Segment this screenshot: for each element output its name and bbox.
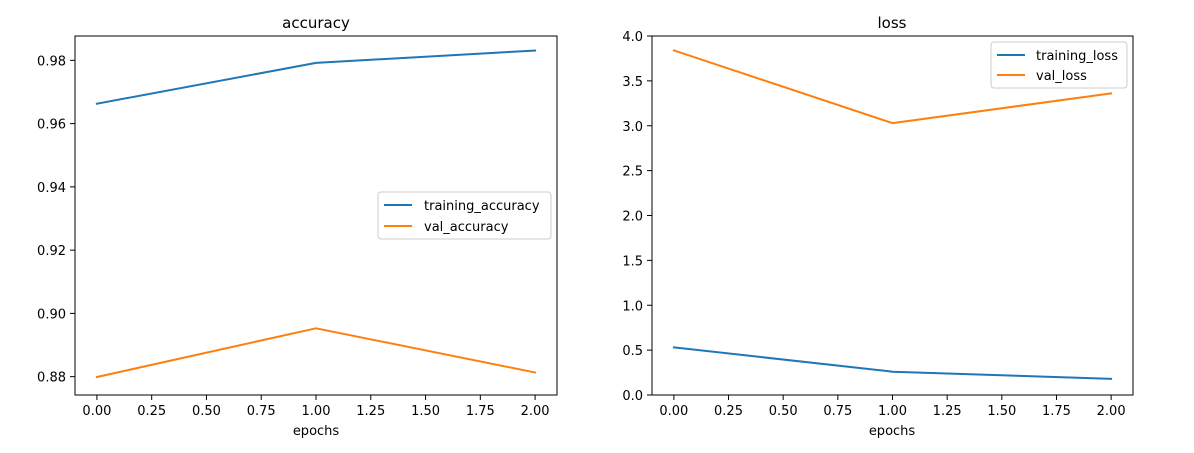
loss-legend-box [990,41,1128,89]
accuracy-y-tick-label: 0.98 [37,54,66,69]
loss-y-tick-label: 0.0 [622,389,643,404]
loss-x-tick-label: 0.25 [714,404,743,419]
accuracy-x-axis-label: epochs [293,424,340,439]
accuracy-chart-title: accuracy [282,14,350,32]
loss-x-tick-label: 1.25 [933,404,962,419]
loss-plot-frame [651,35,1134,396]
accuracy-legend-label-val: val_accuracy [424,220,509,235]
accuracy-ticks: 0.00 0.25 0.50 0.75 1.00 1.25 1.50 1.75 2.00 0.88… [37,54,550,419]
accuracy-x-tick-label: 1.75 [466,404,495,419]
loss-x-tick-label: 1.75 [1042,404,1071,419]
loss-series-line-val_loss [672,49,1113,125]
loss-series-line-training_loss [672,346,1113,380]
loss-y-tick-label: 2.0 [622,210,643,225]
loss-x-tick-label: 1.00 [878,404,907,419]
accuracy-x-tick-label: 0.50 [192,404,221,419]
loss-y-tick-label: 1.0 [622,299,643,314]
accuracy-y-tick-label: 0.94 [37,181,66,196]
loss-x-tick-label: 2.00 [1097,404,1126,419]
accuracy-series-line-training_accuracy [95,49,537,105]
loss-x-tick-label: 0.75 [823,404,852,419]
accuracy-lines [95,49,537,379]
accuracy-chart: accuracy 0.00 0.25 0.50 0.75 1.00 1.25 1.50 1.7… [37,14,558,439]
accuracy-x-tick-label: 1.50 [411,404,440,419]
accuracy-y-tick-label: 0.90 [37,307,66,322]
loss-y-tick-label: 4.0 [622,30,643,45]
loss-y-tick-label: 0.5 [622,344,643,359]
accuracy-x-tick-label: 0.25 [137,404,166,419]
accuracy-legend: training_accuracy val_accuracy [377,191,552,240]
loss-x-tick-label: 1.50 [987,404,1016,419]
loss-legend-label-training: training_loss [1036,49,1118,64]
loss-ticks: 0.00 0.25 0.50 0.75 1.00 1.25 1.50 1.75 2.00 0.0 0… [622,30,1125,419]
loss-chart: loss 0.00 0.25 0.50 0.75 1.00 1.25 1.50 1.75 2.0… [622,14,1134,439]
accuracy-x-tick-label: 1.25 [356,404,385,419]
loss-y-tick-label: 1.5 [622,254,643,269]
accuracy-x-tick-label: 0.75 [247,404,276,419]
loss-x-tick-label: 0.00 [659,404,688,419]
accuracy-y-tick-label: 0.88 [37,371,66,386]
accuracy-x-tick-label: 1.00 [302,404,331,419]
accuracy-legend-box [377,191,552,240]
accuracy-legend-label-training: training_accuracy [424,199,540,214]
accuracy-plot-frame [74,35,558,396]
loss-legend: training_loss val_loss [990,41,1128,89]
accuracy-x-tick-label: 0.00 [82,404,111,419]
loss-legend-label-val: val_loss [1036,69,1087,84]
accuracy-series-line-val_accuracy [95,327,537,379]
loss-chart-title: loss [878,14,907,32]
accuracy-y-tick-label: 0.96 [37,118,66,133]
loss-x-tick-label: 0.50 [769,404,798,419]
loss-y-tick-label: 2.5 [622,165,643,180]
loss-x-axis-label: epochs [869,424,916,439]
loss-y-tick-label: 3.0 [622,120,643,135]
loss-lines [672,49,1113,380]
accuracy-y-tick-label: 0.92 [37,244,66,259]
accuracy-x-tick-label: 2.00 [521,404,550,419]
loss-y-tick-label: 3.5 [622,75,643,90]
